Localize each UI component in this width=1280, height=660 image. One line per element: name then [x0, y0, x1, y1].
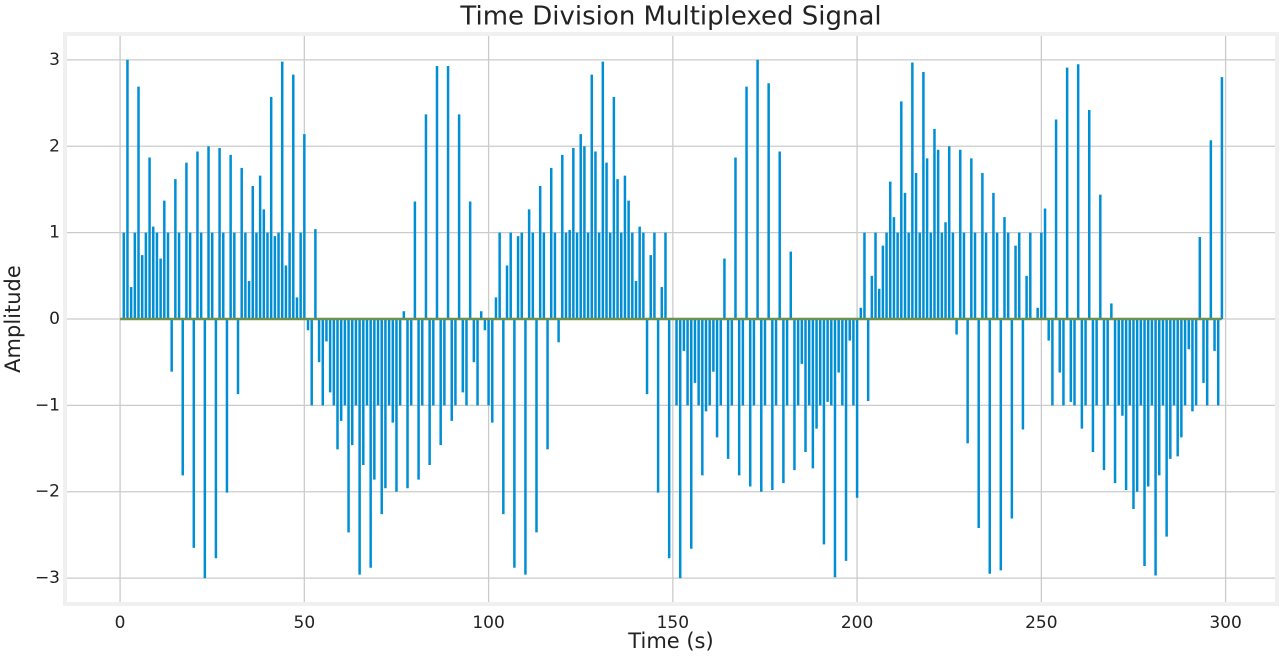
y-tick-label: −3 [35, 568, 60, 588]
x-tick-label: 300 [1209, 613, 1241, 633]
x-tick-label: 100 [472, 613, 504, 633]
x-tick-label: 50 [294, 613, 316, 633]
x-tick-label: 200 [841, 613, 873, 633]
tick-labels: 0 50 100 150 200 250 300 −3 −2 −1 0 1 2 3 [35, 50, 1242, 633]
y-tick-label: 3 [49, 50, 60, 70]
y-tick-label: 0 [49, 309, 60, 329]
y-axis-label: Amplitude [1, 265, 25, 373]
x-tick-label: 0 [115, 613, 126, 633]
chart-title: Time Division Multiplexed Signal [459, 2, 881, 32]
y-tick-label: −1 [35, 395, 60, 415]
x-tick-label: 150 [657, 613, 689, 633]
x-axis-label: Time (s) [627, 629, 713, 653]
stems [120, 59, 1224, 579]
y-tick-label: −2 [35, 482, 60, 502]
plot-frame [63, 32, 1279, 606]
y-tick-label: 2 [49, 136, 60, 156]
y-tick-label: 1 [49, 223, 60, 243]
x-tick-label: 250 [1025, 613, 1057, 633]
